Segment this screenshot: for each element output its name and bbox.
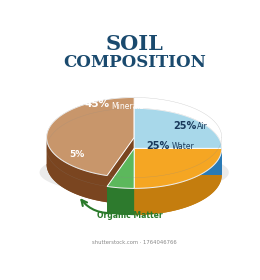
Polygon shape [47, 97, 134, 176]
Polygon shape [134, 148, 222, 175]
Polygon shape [107, 175, 134, 215]
Polygon shape [47, 164, 134, 202]
Text: Organic Matter: Organic Matter [97, 211, 163, 220]
Text: shutterstock.com · 1764046766: shutterstock.com · 1764046766 [92, 240, 177, 245]
Text: 45%: 45% [84, 99, 109, 109]
Text: 25%: 25% [173, 121, 197, 131]
Text: Minerals: Minerals [112, 102, 144, 111]
Text: Air: Air [197, 122, 207, 131]
Polygon shape [40, 150, 229, 194]
Polygon shape [134, 148, 222, 188]
Polygon shape [134, 135, 222, 175]
Polygon shape [47, 137, 107, 202]
Text: 25%: 25% [147, 141, 170, 151]
Polygon shape [107, 148, 134, 213]
Text: Water: Water [172, 142, 194, 151]
Text: COMPOSITION: COMPOSITION [63, 54, 206, 71]
Polygon shape [134, 148, 222, 215]
Polygon shape [107, 148, 134, 188]
Polygon shape [134, 108, 222, 148]
Text: SOIL: SOIL [105, 34, 163, 54]
Polygon shape [134, 175, 222, 215]
Text: 5%: 5% [69, 150, 84, 159]
Polygon shape [107, 186, 134, 215]
Polygon shape [107, 137, 134, 202]
Polygon shape [134, 148, 222, 175]
